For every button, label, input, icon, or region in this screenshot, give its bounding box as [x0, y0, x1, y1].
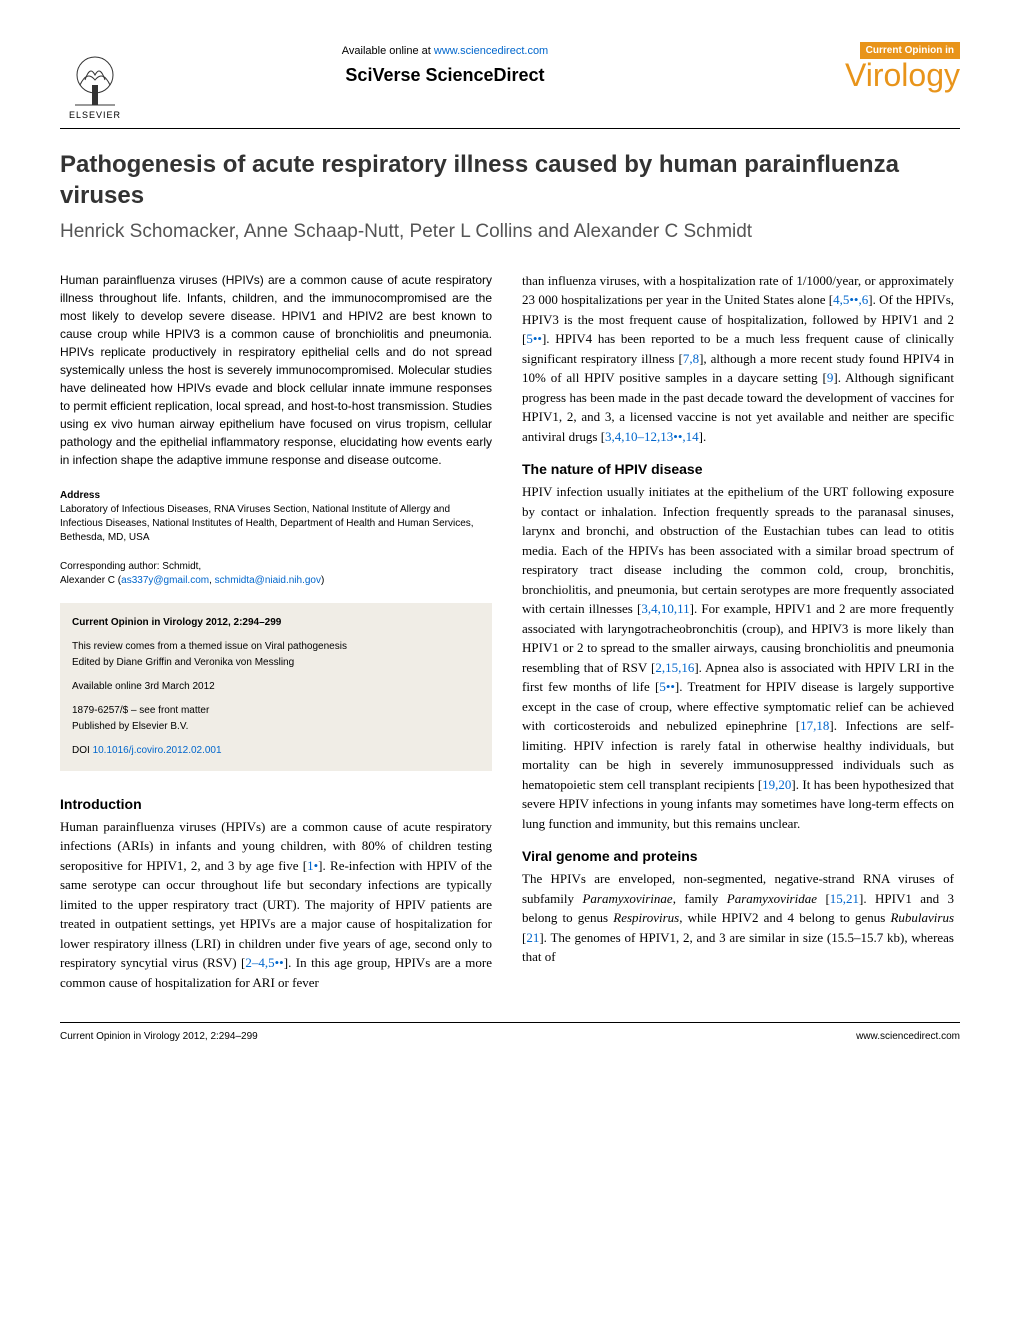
viral-paragraph: The HPIVs are enveloped, non-segmented, …: [522, 869, 954, 967]
address-text: Laboratory of Infectious Diseases, RNA V…: [60, 503, 492, 545]
right-column: than influenza viruses, with a hospitali…: [522, 271, 954, 993]
email-link-1[interactable]: as337y@gmail.com: [121, 575, 209, 586]
introduction-paragraph: Human parainfluenza viruses (HPIVs) are …: [60, 817, 492, 993]
email-link-2[interactable]: schmidta@niaid.nih.gov: [215, 575, 321, 586]
citation-ref[interactable]: 15,21: [830, 891, 859, 906]
available-date: Available online 3rd March 2012: [72, 679, 480, 695]
address-block: Address Laboratory of Infectious Disease…: [60, 489, 492, 545]
page-header: ELSEVIER Available online at www.science…: [60, 40, 960, 129]
address-label: Address: [60, 489, 492, 503]
content-columns: Human parainfluenza viruses (HPIVs) are …: [60, 271, 960, 993]
elsevier-logo: ELSEVIER: [60, 40, 130, 120]
header-center: Available online at www.sciencedirect.co…: [130, 40, 760, 86]
introduction-heading: Introduction: [60, 796, 492, 812]
citation-ref[interactable]: 3,4,10–12,13••,14: [605, 429, 699, 444]
left-column: Human parainfluenza viruses (HPIVs) are …: [60, 271, 492, 993]
header-left: ELSEVIER: [60, 40, 130, 120]
doi-link[interactable]: 10.1016/j.coviro.2012.02.001: [93, 745, 222, 756]
elsevier-tree-icon: [65, 50, 125, 110]
sciencedirect-link[interactable]: www.sciencedirect.com: [434, 45, 548, 57]
citation-text: Current Opinion in Virology 2012, 2:294–…: [72, 615, 480, 631]
doi-line: DOI 10.1016/j.coviro.2012.02.001: [72, 743, 480, 759]
corresponding-block: Corresponding author: Schmidt, Alexander…: [60, 560, 492, 588]
citation-ref[interactable]: 2–4,5••: [245, 955, 283, 970]
nature-paragraph: HPIV infection usually initiates at the …: [522, 482, 954, 833]
nature-heading: The nature of HPIV disease: [522, 461, 954, 477]
sciverse-label: SciVerse ScienceDirect: [130, 65, 760, 86]
corresponding-name: Alexander C (: [60, 575, 121, 586]
citation-ref[interactable]: 2,15,16: [655, 660, 694, 675]
viral-heading: Viral genome and proteins: [522, 848, 954, 864]
page-footer: Current Opinion in Virology 2012, 2:294–…: [60, 1022, 960, 1042]
citation-ref[interactable]: 7,8: [683, 351, 699, 366]
citation-ref[interactable]: 19,20: [762, 777, 791, 792]
article-title: Pathogenesis of acute respiratory illnes…: [60, 149, 960, 211]
elsevier-label: ELSEVIER: [69, 110, 121, 120]
intro-continuation: than influenza viruses, with a hospitali…: [522, 271, 954, 447]
footer-citation: Current Opinion in Virology 2012, 2:294–…: [60, 1031, 258, 1042]
citation-ref[interactable]: 21: [526, 930, 539, 945]
citation-ref[interactable]: 1•: [307, 858, 318, 873]
citation-ref[interactable]: 17,18: [800, 718, 829, 733]
themed-issue-text: This review comes from a themed issue on…: [72, 639, 480, 655]
footer-url: www.sciencedirect.com: [856, 1031, 960, 1042]
citation-ref[interactable]: 5••: [659, 679, 675, 694]
citation-ref[interactable]: 4,5••,6: [833, 292, 868, 307]
issn-text: 1879-6257/$ – see front matter: [72, 703, 480, 719]
journal-name: Virology: [760, 59, 960, 91]
publisher-text: Published by Elsevier B.V.: [72, 719, 480, 735]
citation-ref[interactable]: 5••: [526, 331, 542, 346]
article-authors: Henrick Schomacker, Anne Schaap-Nutt, Pe…: [60, 219, 960, 246]
corresponding-label: Corresponding author: Schmidt,: [60, 560, 492, 574]
citation-ref[interactable]: 3,4,10,11: [641, 601, 689, 616]
journal-logo: Current Opinion in Virology: [760, 40, 960, 91]
edited-by-text: Edited by Diane Griffin and Veronika von…: [72, 655, 480, 671]
available-online-text: Available online at www.sciencedirect.co…: [130, 45, 760, 57]
abstract-text: Human parainfluenza viruses (HPIVs) are …: [60, 271, 492, 469]
citation-info-box: Current Opinion in Virology 2012, 2:294–…: [60, 603, 492, 771]
